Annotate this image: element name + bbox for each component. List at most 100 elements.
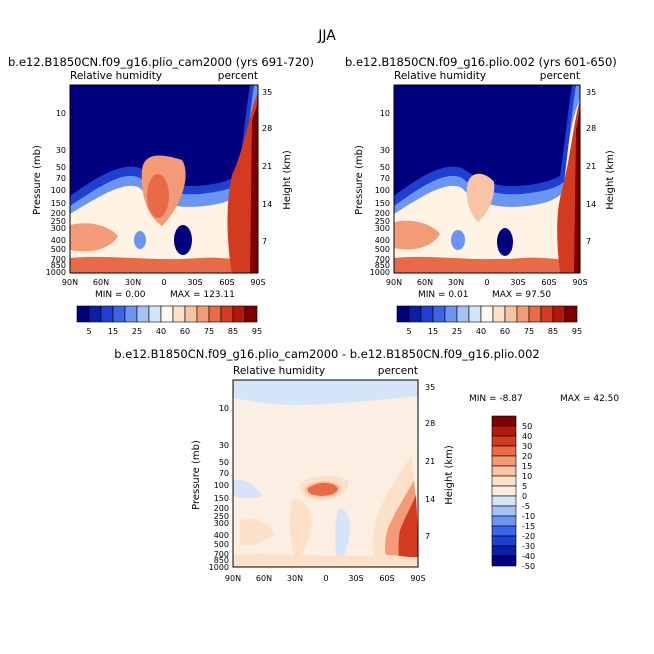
contour-plot	[393, 84, 581, 274]
colorbar-label: 0	[522, 492, 527, 501]
x-tick-label: 60S	[541, 278, 556, 287]
colorbar-label: 60	[180, 327, 190, 336]
x-tick-label: 30S	[348, 574, 363, 583]
y-axis-title: Pressure (mb)	[354, 145, 365, 215]
y2-axis: 35 28 21 14 7 Height (km)	[425, 383, 455, 541]
colorbar-label: 20	[522, 452, 532, 461]
x-tick-label: 30N	[448, 278, 464, 287]
colorbar-label: -5	[522, 502, 530, 511]
y-tick-label: 250	[214, 512, 229, 521]
y-tick-label: 70	[56, 174, 66, 183]
colorbar-swatch	[516, 305, 530, 323]
y-axis-title: Pressure (mb)	[191, 440, 202, 510]
contour-plot	[232, 379, 419, 568]
max-stat: MAX = 42.50	[560, 394, 619, 404]
y-axis: 10 30 50 70 100 150 200 250 300 400 500 …	[354, 109, 390, 277]
x-tick-label: 60S	[219, 278, 234, 287]
y2-axis-title: Height (km)	[282, 150, 293, 210]
colorbar-swatch	[420, 305, 434, 323]
x-axis: 90N 60N 30N 0 30S 60S 90S	[62, 278, 266, 287]
y-tick-label: 1000	[370, 268, 390, 277]
colorbar-label: 15	[428, 327, 438, 336]
colorbar-label: 60	[500, 327, 510, 336]
y-tick-label: 250	[375, 217, 390, 226]
contour-plot	[69, 84, 259, 274]
colorbar-label: 5	[406, 327, 411, 336]
y-tick-label: 500	[214, 540, 229, 549]
colorbar-swatch	[396, 305, 410, 323]
y-tick-label: 50	[56, 163, 66, 172]
colorbar-swatch	[160, 305, 174, 323]
x-tick-label: 60N	[256, 574, 272, 583]
colorbar-label: 30	[522, 442, 532, 451]
y-tick-label: 150	[375, 199, 390, 208]
y2-tick-label: 14	[586, 200, 596, 209]
y-tick-label: 70	[219, 469, 229, 478]
colorbar-label: 5	[86, 327, 91, 336]
colorbar-swatch	[208, 305, 222, 323]
colorbar-label: -20	[522, 532, 535, 541]
panel-difference: b.e12.B1850CN.f09_g16.plio_cam2000 - b.e…	[114, 347, 619, 583]
y2-tick-label: 7	[262, 237, 267, 246]
y-tick-label: 400	[51, 236, 66, 245]
colorbar-swatch	[491, 455, 517, 467]
right-label: percent	[540, 70, 580, 82]
colorbar-swatch	[491, 415, 517, 427]
y-tick-label: 850	[214, 556, 229, 565]
left-label: Relative humidity	[233, 365, 325, 377]
y-tick-label: 700	[51, 255, 66, 264]
y-tick-label: 300	[375, 224, 390, 233]
colorbar-swatch	[492, 305, 506, 323]
colorbar-swatch	[148, 305, 162, 323]
y-tick-label: 200	[51, 209, 66, 218]
y2-tick-label: 28	[586, 124, 596, 133]
colorbar-swatch	[491, 505, 517, 517]
y-tick-label: 850	[51, 261, 66, 270]
x-tick-label: 90S	[250, 278, 265, 287]
y-tick-label: 30	[219, 441, 229, 450]
panel-title: b.e12.B1850CN.f09_g16.plio.002 (yrs 601-…	[345, 55, 617, 69]
y-axis: 10 30 50 70 100 150 200 250 300 400 500 …	[32, 109, 66, 277]
colorbar-swatch	[564, 305, 578, 323]
colorbar-label: 5	[522, 482, 527, 491]
colorbar-swatch	[491, 515, 517, 527]
y2-axis-title: Height (km)	[444, 445, 455, 505]
colorbar-label: 75	[524, 327, 534, 336]
x-tick-label: 90S	[572, 278, 587, 287]
min-stat: MIN = 0.00	[95, 290, 146, 300]
colorbar-swatch	[444, 305, 458, 323]
colorbar-swatch	[491, 475, 517, 487]
colorbar: 5 15 25 40 60 75 85 95	[76, 305, 262, 336]
colorbar-swatch	[504, 305, 518, 323]
y2-tick-label: 21	[425, 457, 435, 466]
colorbar-swatch	[552, 305, 566, 323]
colorbar-swatch	[244, 305, 258, 323]
colorbar-swatch	[172, 305, 186, 323]
colorbar-swatch	[184, 305, 198, 323]
y-tick-label: 700	[375, 255, 390, 264]
colorbar-swatch	[491, 425, 517, 437]
colorbar-label: 10	[522, 472, 532, 481]
y2-tick-label: 21	[586, 162, 596, 171]
y-tick-label: 150	[214, 494, 229, 503]
colorbar-label: 15	[522, 462, 532, 471]
colorbar-label: 25	[132, 327, 142, 336]
max-stat: MAX = 97.50	[492, 290, 551, 300]
y-axis: 10 30 50 70 100 150 200 250 300 400 500 …	[191, 404, 229, 572]
colorbar-label: 15	[108, 327, 118, 336]
y2-tick-label: 35	[262, 88, 272, 97]
colorbar-swatch	[468, 305, 482, 323]
x-tick-label: 0	[161, 278, 166, 287]
y-tick-label: 300	[51, 224, 66, 233]
colorbar-swatch	[124, 305, 138, 323]
colorbar-label: 40	[476, 327, 486, 336]
colorbar-swatch	[456, 305, 470, 323]
figure-title: JJA	[317, 28, 336, 44]
y2-tick-label: 14	[262, 200, 272, 209]
y-tick-label: 250	[51, 217, 66, 226]
y-tick-label: 400	[214, 531, 229, 540]
min-stat: MIN = -8.87	[469, 394, 523, 404]
colorbar-swatch	[88, 305, 102, 323]
